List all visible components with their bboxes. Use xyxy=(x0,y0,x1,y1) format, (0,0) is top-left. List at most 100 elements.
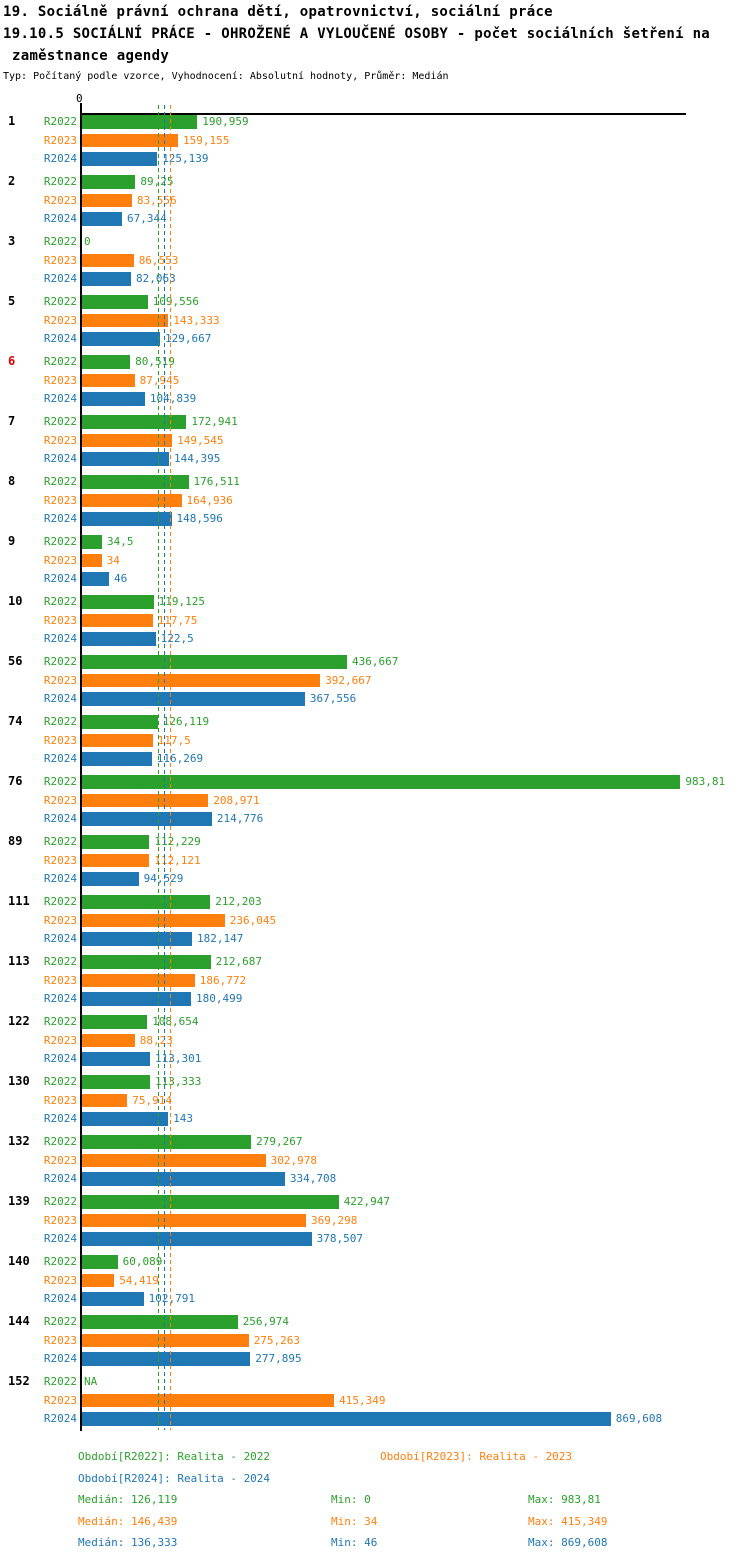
bar-series-label: R2022 xyxy=(43,1255,77,1268)
group-7: 7 R2022 172,941 R2023 149,545 R2024 144,395 xyxy=(0,414,750,474)
bar-r2024 xyxy=(81,512,172,526)
bar-value: 82,063 xyxy=(136,272,176,286)
bar-series-label: R2023 xyxy=(43,1333,77,1347)
bar-series-label: R2023 xyxy=(43,1273,77,1287)
bar-series-label: R2023 xyxy=(43,1393,77,1407)
bar-value: 80,519 xyxy=(135,355,175,368)
bar-value: 176,511 xyxy=(193,475,240,488)
bar-series-label: R2024 xyxy=(43,992,77,1006)
bar-value: 102,791 xyxy=(148,1292,195,1306)
bar-value: 256,974 xyxy=(242,1315,289,1328)
bar-series-label: R2024 xyxy=(43,1052,77,1066)
bar-series-label: R2023 xyxy=(43,133,77,147)
bar-value: 34 xyxy=(106,553,120,567)
bar-series-label: R2024 xyxy=(43,1172,77,1186)
bar-series-label: R2023 xyxy=(43,373,77,387)
bar-series-label: R2022 xyxy=(43,115,77,128)
bar-r2022 xyxy=(81,1255,118,1269)
bar-r2023 xyxy=(81,193,132,208)
bar-value: 117,75 xyxy=(157,613,198,627)
bar-series-label: R2022 xyxy=(43,235,77,248)
bar-r2024 xyxy=(81,692,305,706)
bar-value: 159,155 xyxy=(183,133,230,147)
bar-r2022 xyxy=(81,115,198,129)
bar-series-label: R2024 xyxy=(43,452,77,466)
bar-r2024 xyxy=(81,992,191,1006)
group-130: 130 R2022 113,333 R2023 75,914 R2024 143 xyxy=(0,1074,750,1134)
group-122: 122 R2022 108,654 R2023 88,23 R2024 113,301 xyxy=(0,1014,750,1074)
group-76: 76 R2022 983,81 R2023 208,971 R2024 214,776 xyxy=(0,774,750,834)
group-8: 8 R2022 176,511 R2023 164,936 R2024 148,596 xyxy=(0,474,750,534)
bar-series-label: R2022 xyxy=(43,295,77,308)
bar-value: 378,507 xyxy=(316,1232,363,1246)
bar-r2024 xyxy=(81,572,109,586)
bar-value: 83,556 xyxy=(136,193,177,207)
bar-r2023 xyxy=(81,853,150,868)
bar-value: 208,971 xyxy=(213,793,260,807)
bar-r2024 xyxy=(81,1412,611,1426)
bar-r2022 xyxy=(81,835,150,849)
bar-value: 186,772 xyxy=(199,973,247,987)
bar-series-label: R2024 xyxy=(43,212,77,226)
bar-value: 0 xyxy=(84,235,91,248)
bar-r2024 xyxy=(81,152,158,166)
bar-series-label: R2024 xyxy=(43,692,77,706)
bar-value: 109,556 xyxy=(152,295,200,308)
bar-series-label: R2022 xyxy=(43,475,77,488)
bar-value: 415,349 xyxy=(339,1393,386,1407)
report-subtitle: Typ: Počítaný podle vzorce, Vyhodnocení:… xyxy=(3,71,449,82)
bar-r2023 xyxy=(81,1093,128,1108)
legend-median-r2023: Medián: 146,439 xyxy=(78,1515,178,1528)
bar-value: 149,545 xyxy=(177,433,224,447)
group-label: 7 xyxy=(8,414,16,428)
bar-value: 180,499 xyxy=(196,992,243,1006)
legend-max-r2023: Max: 415,349 xyxy=(528,1515,608,1528)
bar-series-label: R2022 xyxy=(43,955,77,968)
bar-series-label: R2023 xyxy=(43,733,77,747)
bar-value: 113,333 xyxy=(155,1075,202,1088)
bar-r2023 xyxy=(81,733,153,748)
bar-value: 277,895 xyxy=(255,1352,302,1366)
bar-r2024 xyxy=(81,1232,312,1246)
bar-series-label: R2024 xyxy=(43,272,77,286)
bar-r2022 xyxy=(81,775,681,789)
report-title-line3: zaměstnance agendy xyxy=(12,48,170,64)
bar-value: 214,776 xyxy=(216,812,264,826)
group-label: 152 xyxy=(8,1374,30,1388)
bar-r2023 xyxy=(81,253,134,268)
group-label: 140 xyxy=(8,1254,30,1268)
bar-series-label: R2024 xyxy=(43,1352,77,1366)
bar-value: 143,333 xyxy=(173,313,220,327)
bar-series-label: R2023 xyxy=(43,493,77,507)
legend-max-r2022: Max: 983,81 xyxy=(528,1493,601,1506)
group-56: 56 R2022 436,667 R2023 392,667 R2024 367,556 xyxy=(0,654,750,714)
bar-value: 67,344 xyxy=(127,212,167,226)
bar-series-label: R2024 xyxy=(43,512,77,526)
legend-median-r2022: Medián: 126,119 xyxy=(78,1493,178,1506)
bar-value: 117,5 xyxy=(157,733,191,747)
group-label: 111 xyxy=(8,894,30,908)
bar-series-label: R2024 xyxy=(43,1292,77,1306)
group-5: 5 R2022 109,556 R2023 143,333 R2024 129,667 xyxy=(0,294,750,354)
group-89: 89 R2022 112,229 R2023 112,121 R2024 94,529 xyxy=(0,834,750,894)
bar-r2022 xyxy=(81,295,148,309)
bar-value: 119,125 xyxy=(158,595,205,608)
bar-series-label: R2022 xyxy=(43,1135,77,1148)
group-label: 113 xyxy=(8,954,30,968)
bar-series-label: R2024 xyxy=(43,632,77,646)
bar-value: 422,947 xyxy=(343,1195,391,1208)
group-label: 132 xyxy=(8,1134,30,1148)
bar-series-label: R2022 xyxy=(43,1315,77,1328)
bar-r2024 xyxy=(81,872,139,886)
bar-r2022 xyxy=(81,715,158,729)
bar-r2022 xyxy=(81,1195,339,1209)
legend-max-r2024: Max: 869,608 xyxy=(528,1536,608,1549)
bar-series-label: R2023 xyxy=(43,913,77,927)
bar-r2022 xyxy=(81,175,136,189)
bar-value: 88,23 xyxy=(139,1033,173,1047)
group-label: 144 xyxy=(8,1314,30,1328)
group-label: 74 xyxy=(8,714,23,728)
bar-series-label: R2024 xyxy=(43,932,77,946)
bar-value: 87,945 xyxy=(139,373,180,387)
bar-r2023 xyxy=(81,553,102,568)
